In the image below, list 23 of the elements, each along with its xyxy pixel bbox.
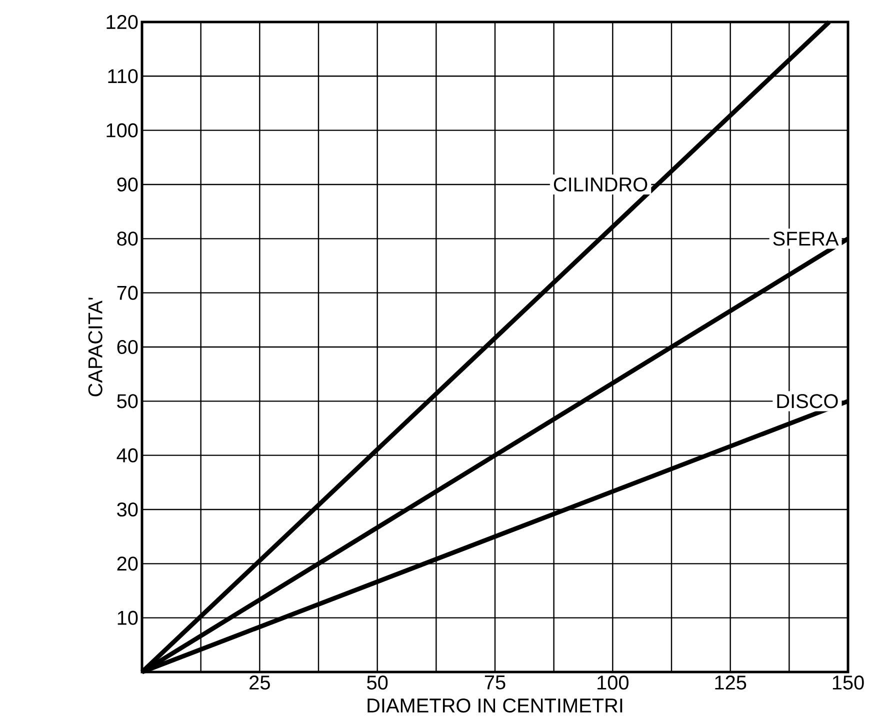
x-tick-label: 150 [832,676,864,690]
x-tick-label: 75 [484,676,506,690]
x-axis-title: DIAMETRO IN CENTIMETRI [368,698,622,713]
y-tick-label: 50 [117,394,138,408]
y-tick-label: 30 [117,502,138,517]
series-label: DISCO [777,394,838,408]
x-tick-label: 50 [367,676,388,690]
y-tick-label: 120 [106,14,138,30]
x-tick-label: 25 [250,676,270,690]
y-tick-label: 80 [117,232,138,246]
y-tick-label: 90 [117,177,138,192]
y-tick-label: 10 [118,610,138,625]
y-axis-title: CAPACITA' [88,298,102,396]
y-tick-label: 60 [117,340,138,354]
x-tick-label: 125 [715,676,746,690]
y-tick-label: 20 [117,556,138,571]
series-label: CILINDRO [554,177,648,192]
y-tick-label: 70 [117,286,138,300]
y-tick-label: 110 [108,69,138,84]
y-tick-label: 100 [106,123,138,138]
series-label: SFERA [773,232,839,246]
y-tick-label: 40 [116,448,138,462]
x-tick-label: 100 [598,676,629,690]
